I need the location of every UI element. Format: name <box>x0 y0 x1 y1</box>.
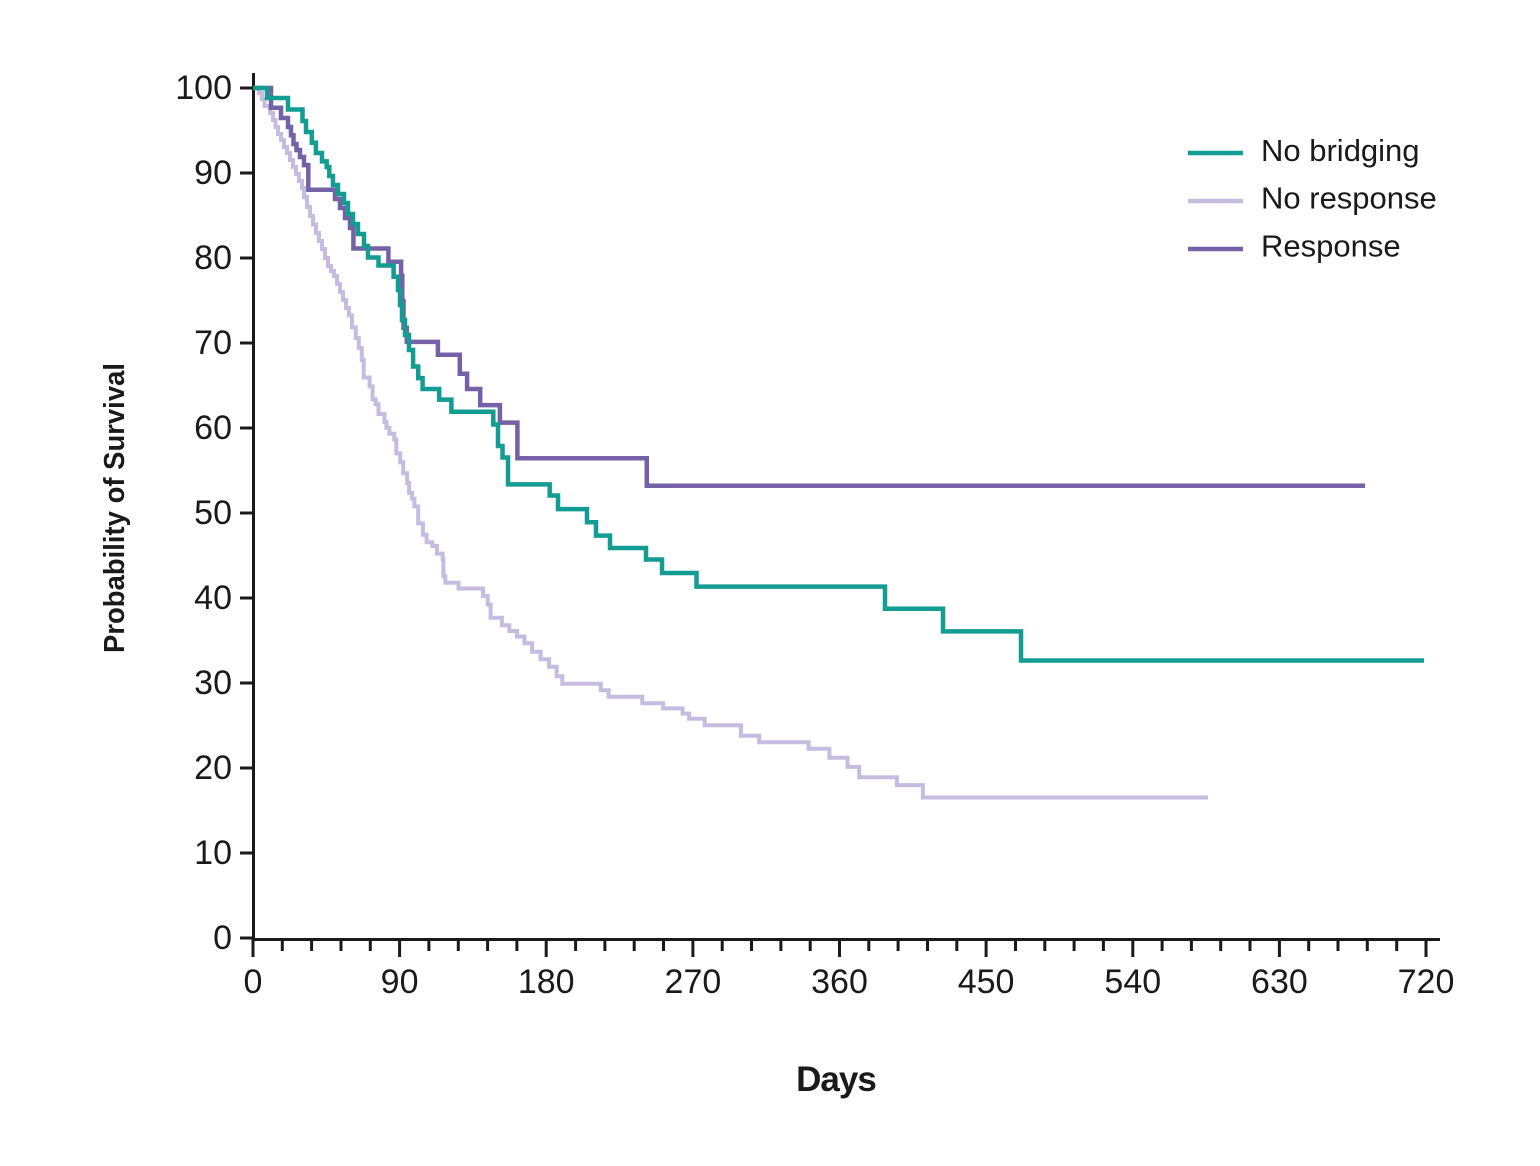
svg-text:70: 70 <box>194 324 232 362</box>
svg-text:360: 360 <box>811 963 868 1001</box>
svg-text:40: 40 <box>194 579 232 617</box>
svg-text:720: 720 <box>1398 963 1455 1001</box>
svg-text:0: 0 <box>244 963 263 1001</box>
svg-text:630: 630 <box>1251 963 1308 1001</box>
svg-text:Days: Days <box>796 1060 876 1099</box>
svg-text:100: 100 <box>175 69 232 107</box>
svg-text:0: 0 <box>213 919 232 957</box>
svg-text:10: 10 <box>194 834 232 872</box>
svg-text:450: 450 <box>958 963 1015 1001</box>
svg-text:180: 180 <box>518 963 575 1001</box>
svg-text:No bridging: No bridging <box>1261 133 1420 168</box>
svg-text:270: 270 <box>665 963 722 1001</box>
svg-text:Probability of Survival: Probability of Survival <box>99 363 131 653</box>
svg-text:Response: Response <box>1261 228 1401 263</box>
svg-text:30: 30 <box>194 664 232 702</box>
svg-text:60: 60 <box>194 409 232 447</box>
svg-text:50: 50 <box>194 494 232 532</box>
svg-text:90: 90 <box>194 154 232 192</box>
svg-text:20: 20 <box>194 749 232 787</box>
svg-text:No response: No response <box>1261 181 1437 216</box>
svg-text:540: 540 <box>1104 963 1161 1001</box>
svg-text:90: 90 <box>381 963 419 1001</box>
svg-text:80: 80 <box>194 239 232 277</box>
